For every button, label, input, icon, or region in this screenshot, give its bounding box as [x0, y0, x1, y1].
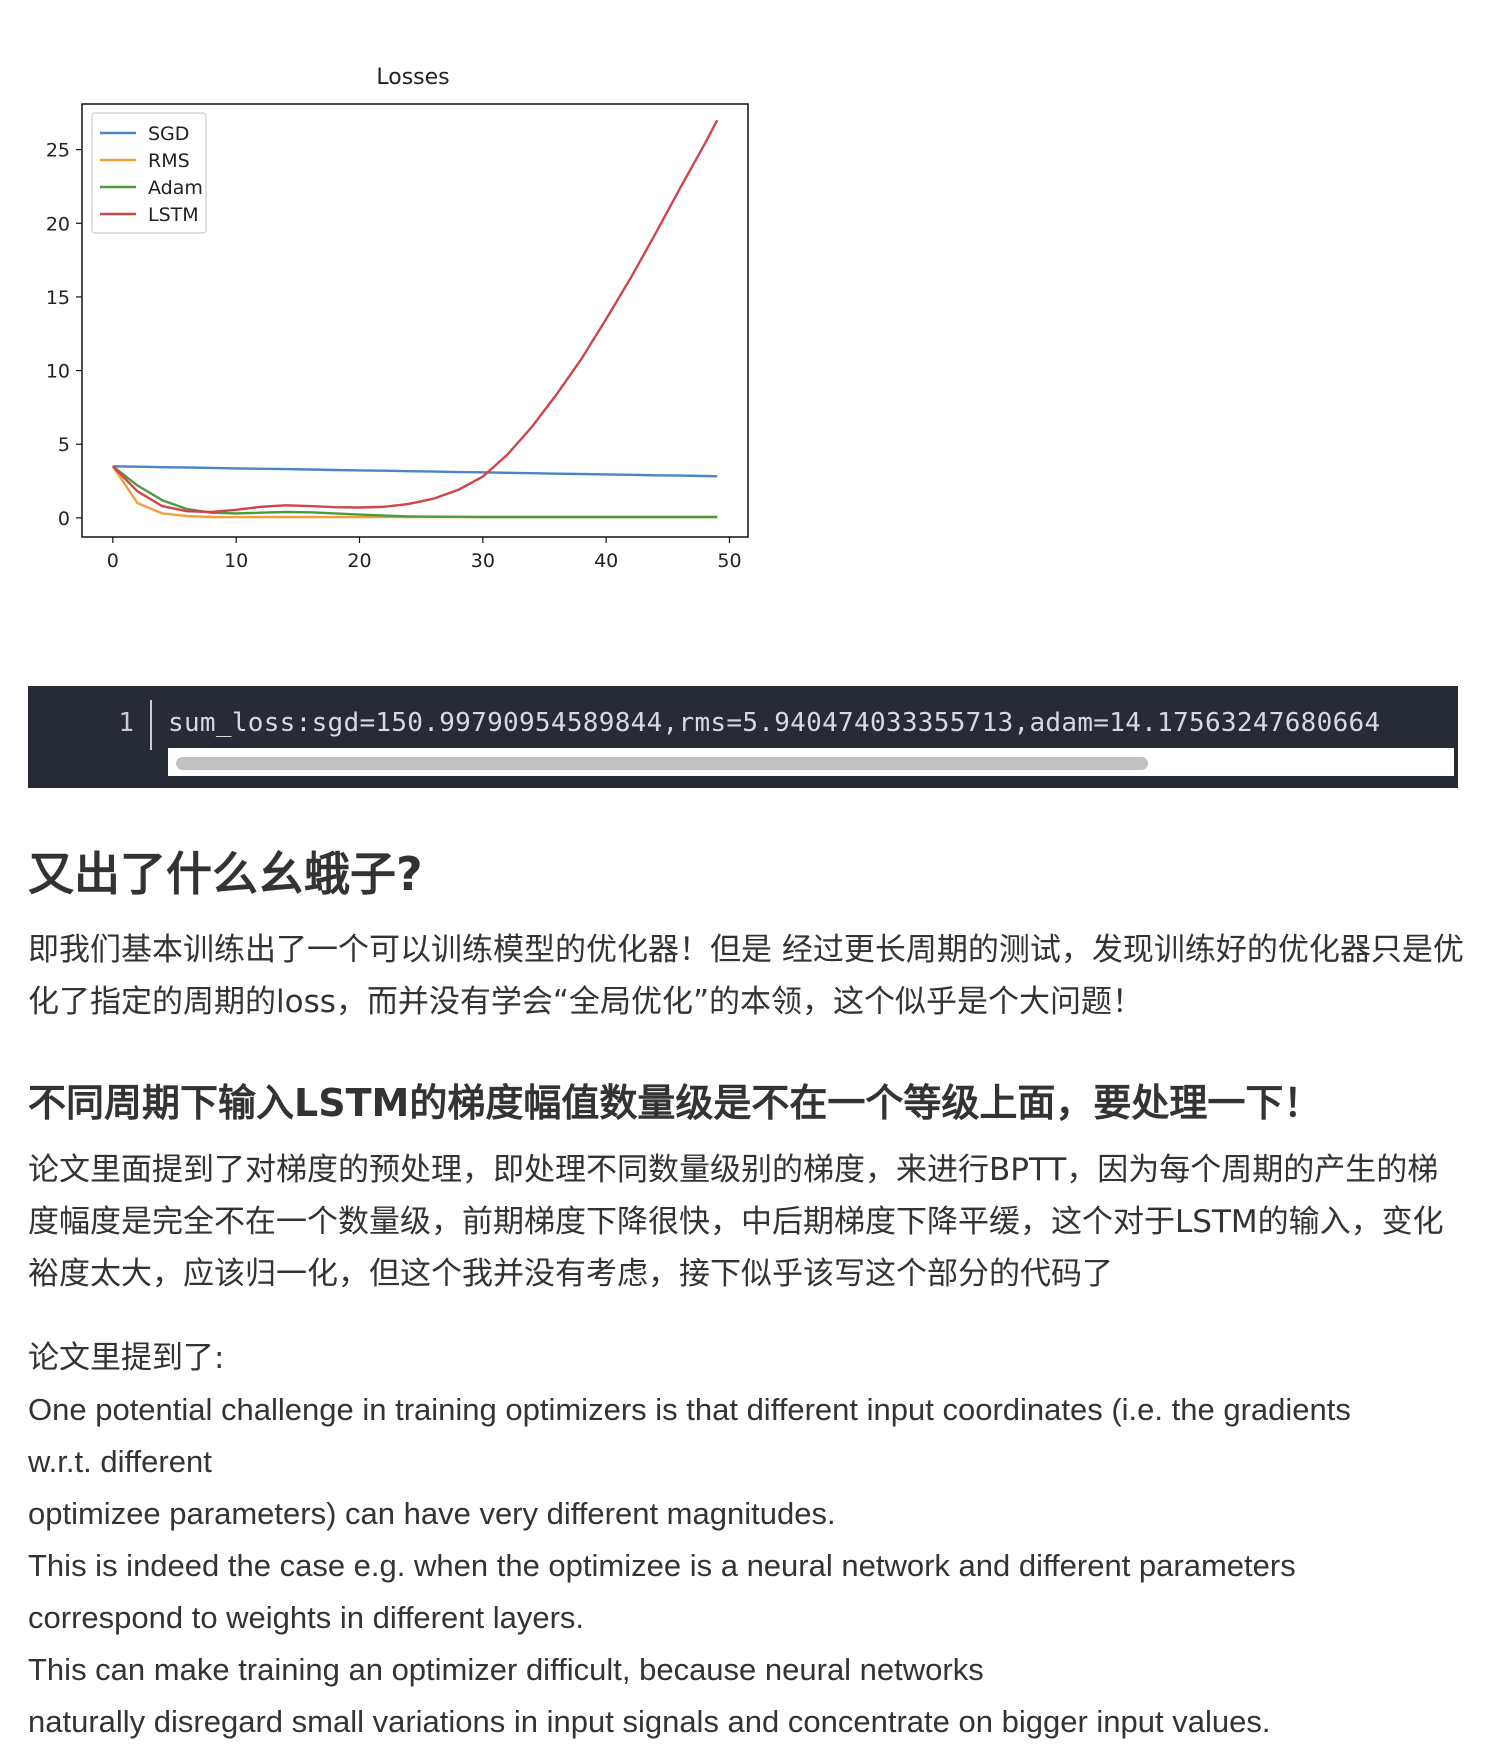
- line-number: 1: [118, 708, 134, 738]
- y-tick-label: 15: [46, 287, 70, 309]
- quote-line: This can make training an optimizer diff…: [28, 1652, 984, 1687]
- x-tick-label: 50: [717, 550, 741, 572]
- legend-box: [91, 112, 207, 234]
- x-axis: 0 10 20 30 40 50: [107, 537, 742, 572]
- series-lines: [111, 119, 719, 519]
- legend-label: LSTM: [148, 204, 199, 226]
- losses-chart: Losses 0 5 10 15 20 25 0 10 20 30 40 50 SGD RMS Adam…: [46, 65, 749, 572]
- y-tick-label: 5: [58, 434, 70, 456]
- subsection-heading: 不同周期下输入LSTM的梯度幅值数量级是不在一个等级上面，要处理一下！: [28, 1081, 1322, 1125]
- quote-line: naturally disregard small variations in …: [28, 1704, 1271, 1739]
- scrollbar-thumb[interactable]: [176, 757, 1148, 770]
- legend-label: RMS: [148, 150, 190, 172]
- y-tick-label: 20: [46, 213, 70, 235]
- x-tick-label: 0: [107, 550, 119, 572]
- gutter-divider: [150, 700, 152, 750]
- x-tick-label: 30: [471, 550, 495, 572]
- paragraph-preprocessing: 论文里面提到了对梯度的预处理，即处理不同数量级别的梯度，来进行BPTT，因为每个…: [28, 1152, 1444, 1292]
- series-line-lstm: [111, 119, 719, 514]
- x-tick-label: 40: [594, 550, 618, 572]
- quote-line: correspond to weights in different layer…: [28, 1600, 585, 1635]
- legend: SGD RMS Adam LSTM: [91, 112, 207, 234]
- paragraph-intro: 即我们基本训练出了一个可以训练模型的优化器！但是 经过更长周期的测试，发现训练好…: [28, 932, 1464, 1020]
- x-tick-label: 20: [347, 550, 371, 572]
- legend-label: Adam: [148, 177, 203, 199]
- section-heading: 又出了什么幺蛾子?: [28, 847, 423, 901]
- x-tick-label: 10: [224, 550, 248, 572]
- quote-intro: 论文里提到了:: [28, 1340, 225, 1376]
- quote-line: This is indeed the case e.g. when the op…: [28, 1548, 1296, 1583]
- code-block: 1 sum_loss:sgd=150.99790954589844,rms=5.…: [28, 686, 1458, 788]
- y-tick-label: 0: [58, 508, 70, 530]
- legend-label: SGD: [148, 123, 189, 145]
- y-axis: 0 5 10 15 20 25: [46, 140, 82, 530]
- quote-line: w.r.t. different: [28, 1444, 212, 1479]
- y-tick-label: 25: [46, 140, 70, 162]
- quote-line: One potential challenge in training opti…: [28, 1392, 1351, 1427]
- horizontal-scrollbar[interactable]: [168, 748, 1454, 776]
- quote-line: optimizee parameters) can have very diff…: [28, 1496, 836, 1531]
- code-line: sum_loss:sgd=150.99790954589844,rms=5.94…: [168, 708, 1381, 738]
- series-line-sgd: [112, 465, 718, 478]
- y-tick-label: 10: [46, 361, 70, 383]
- chart-title: Losses: [376, 65, 449, 90]
